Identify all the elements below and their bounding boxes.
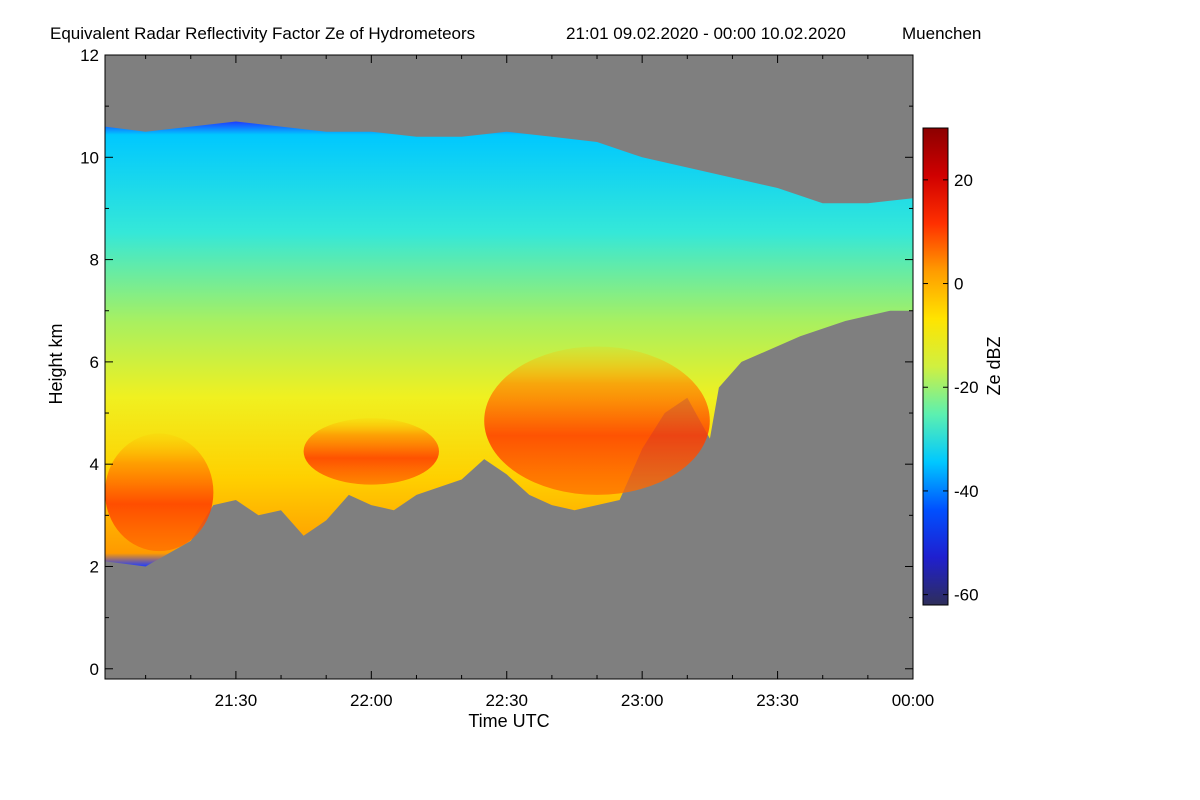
y-tick-label: 0 (90, 660, 99, 679)
x-tick-label: 21:30 (215, 691, 258, 710)
plot-frame (104, 54, 914, 680)
core-layer-2 (303, 418, 439, 485)
colorbar-tick-label: -60 (954, 586, 979, 605)
colorbar-tick-label: -40 (954, 482, 979, 501)
core-layer-3 (484, 346, 710, 495)
x-axis-label: Time UTC (468, 711, 549, 731)
colorbar-tick-label: 0 (954, 275, 963, 294)
y-axis: 0 2 4 6 8 10 12 (80, 46, 913, 679)
chart-location: Muenchen (902, 24, 981, 43)
x-tick-label: 22:30 (485, 691, 528, 710)
y-tick-label: 4 (90, 455, 99, 474)
colorbar-tick-label: -20 (954, 378, 979, 397)
x-tick-label: 23:30 (756, 691, 799, 710)
y-tick-label: 10 (80, 148, 99, 167)
chart-period: 21:01 09.02.2020 - 00:00 10.02.2020 (566, 24, 846, 43)
colorbar-tick-label: 20 (954, 171, 973, 190)
chart-title: Equivalent Radar Reflectivity Factor Ze … (50, 24, 475, 43)
y-axis-label: Height km (46, 323, 66, 404)
core-layer-1 (105, 433, 214, 552)
x-tick-label: 22:00 (350, 691, 393, 710)
colorbar-axis: 20 0 -20 -40 -60 (923, 171, 979, 605)
y-tick-label: 12 (80, 46, 99, 65)
colorbar-label: Ze dBZ (984, 336, 1004, 395)
x-axis: 21:30 22:00 22:30 23:00 23:30 00:00 (145, 55, 935, 710)
colorbar (922, 127, 949, 606)
x-tick-label: 00:00 (892, 691, 935, 710)
y-tick-label: 8 (90, 251, 99, 270)
x-tick-label: 23:00 (621, 691, 664, 710)
y-tick-label: 6 (90, 353, 99, 372)
y-tick-label: 2 (90, 557, 99, 576)
reflectivity-field (105, 121, 913, 567)
